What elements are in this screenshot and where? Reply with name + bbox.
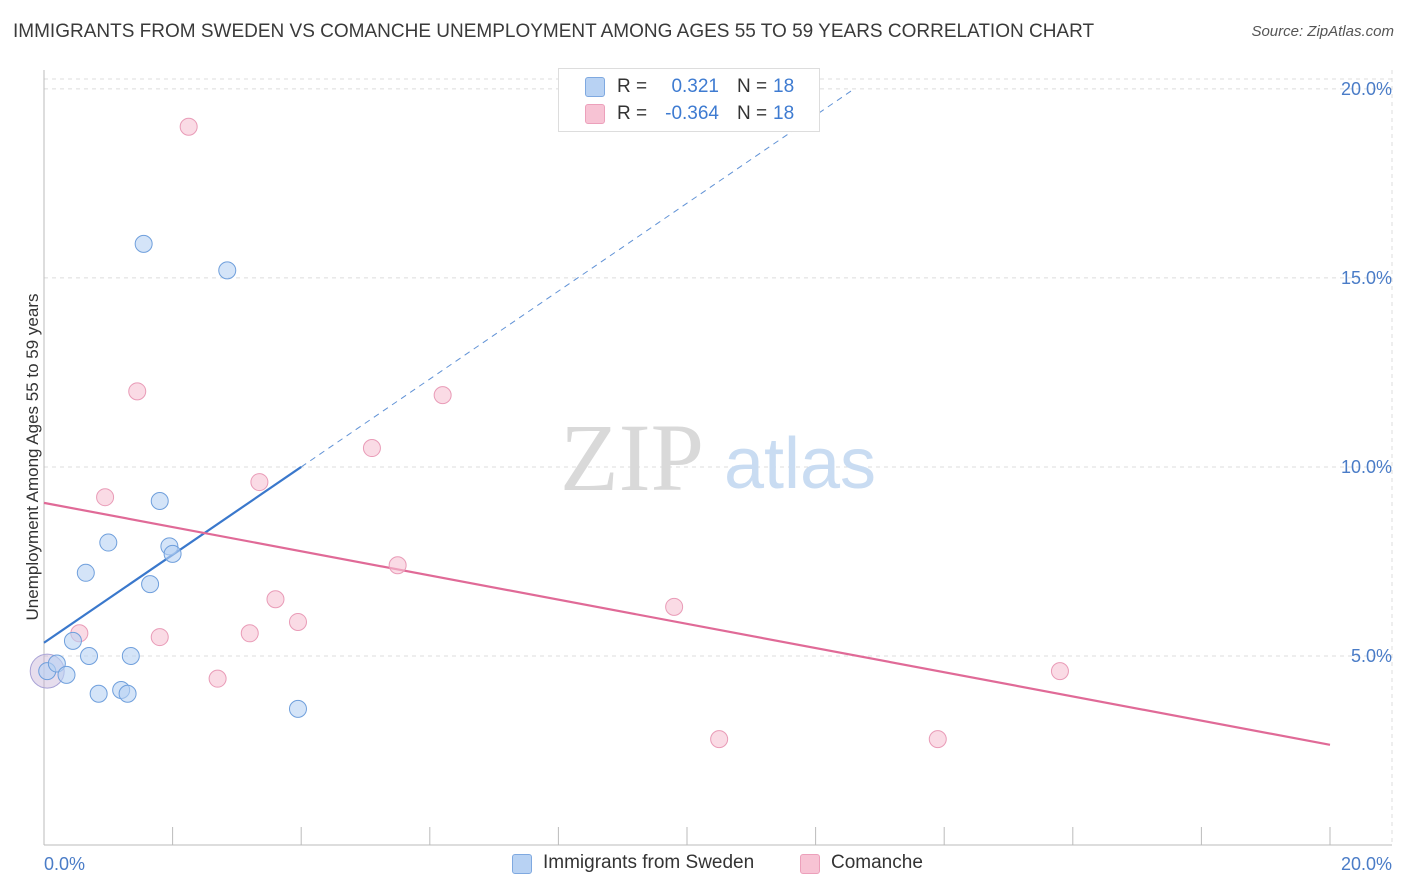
trend-line-sweden-extension — [300, 88, 855, 468]
data-point-comanche — [665, 597, 684, 616]
legend-swatch-pink — [585, 104, 605, 124]
data-point-comanche — [288, 612, 307, 631]
y-tick-label: 15.0% — [1341, 268, 1392, 288]
data-point-comanche — [1050, 662, 1069, 681]
data-point-comanche — [433, 386, 452, 405]
data-point-sweden — [118, 684, 137, 703]
data-point-comanche — [150, 628, 169, 647]
legend-row-sweden: R = 0.321 N = 18 — [559, 74, 819, 100]
data-point-sweden — [134, 234, 153, 253]
data-point-sweden — [99, 533, 118, 552]
data-point-comanche — [179, 117, 198, 136]
data-point-comanche — [388, 556, 407, 575]
data-point-comanche — [362, 439, 381, 458]
data-points — [29, 117, 1069, 749]
bottom-legend-swatch-blue — [512, 854, 532, 874]
y-tick-label: 20.0% — [1341, 79, 1392, 99]
y-axis-title: Unemployment Among Ages 55 to 59 years — [23, 294, 42, 621]
source-label: Source: ZipAtlas.com — [1251, 23, 1394, 40]
data-point-sweden — [57, 665, 76, 684]
data-point-sweden — [89, 684, 108, 703]
bottom-legend-swatch-pink — [800, 854, 820, 874]
data-point-sweden — [141, 575, 160, 594]
axes — [43, 70, 1392, 846]
legend-n-value: 18 — [773, 103, 795, 124]
data-point-comanche — [240, 624, 259, 643]
x-tick-label: 0.0% — [44, 854, 85, 874]
data-point-sweden — [150, 491, 169, 510]
legend-r-label: R = — [617, 76, 648, 97]
data-point-comanche — [250, 473, 269, 492]
bottom-legend-label: Comanche — [831, 852, 923, 873]
x-tick-label: 20.0% — [1341, 854, 1392, 874]
watermark-atlas: atlas — [724, 424, 876, 504]
data-point-comanche — [928, 730, 947, 749]
data-point-sweden — [63, 631, 82, 650]
grid-lines — [44, 70, 1393, 845]
chart-title: IMMIGRANTS FROM SWEDEN VS COMANCHE UNEMP… — [13, 21, 1095, 42]
legend-row-comanche: R = -0.364 N = 18 — [559, 101, 819, 127]
data-point-comanche — [96, 488, 115, 507]
legend-r-label: R = — [617, 103, 648, 124]
data-point-comanche — [710, 730, 729, 749]
data-point-comanche — [208, 669, 227, 688]
data-point-comanche — [266, 590, 285, 609]
correlation-legend: R = 0.321 N = 18 R = -0.364 N = 18 — [558, 68, 820, 132]
y-tick-label: 10.0% — [1341, 457, 1392, 477]
data-point-sweden — [76, 563, 95, 582]
legend-swatch-blue — [585, 77, 605, 97]
legend-n-label: N = — [737, 76, 768, 97]
bottom-legend-label: Immigrants from Sweden — [543, 852, 755, 873]
legend-n-value: 18 — [773, 76, 795, 97]
data-point-sweden — [218, 261, 237, 280]
y-tick-label: 5.0% — [1351, 646, 1392, 666]
tick-labels: 5.0% 10.0% 15.0% 20.0% 0.0% 20.0% — [44, 79, 1392, 874]
watermark-zip: ZIP — [560, 404, 704, 511]
legend-n-label: N = — [737, 103, 768, 124]
data-point-sweden — [163, 544, 182, 563]
data-point-sweden — [121, 646, 140, 665]
data-point-sweden — [80, 646, 99, 665]
data-point-comanche — [128, 382, 147, 401]
data-point-sweden — [288, 699, 307, 718]
legend-r-value: 0.321 — [671, 76, 719, 97]
trend-line-comanche — [43, 501, 1331, 746]
legend-r-value: -0.364 — [665, 103, 719, 124]
